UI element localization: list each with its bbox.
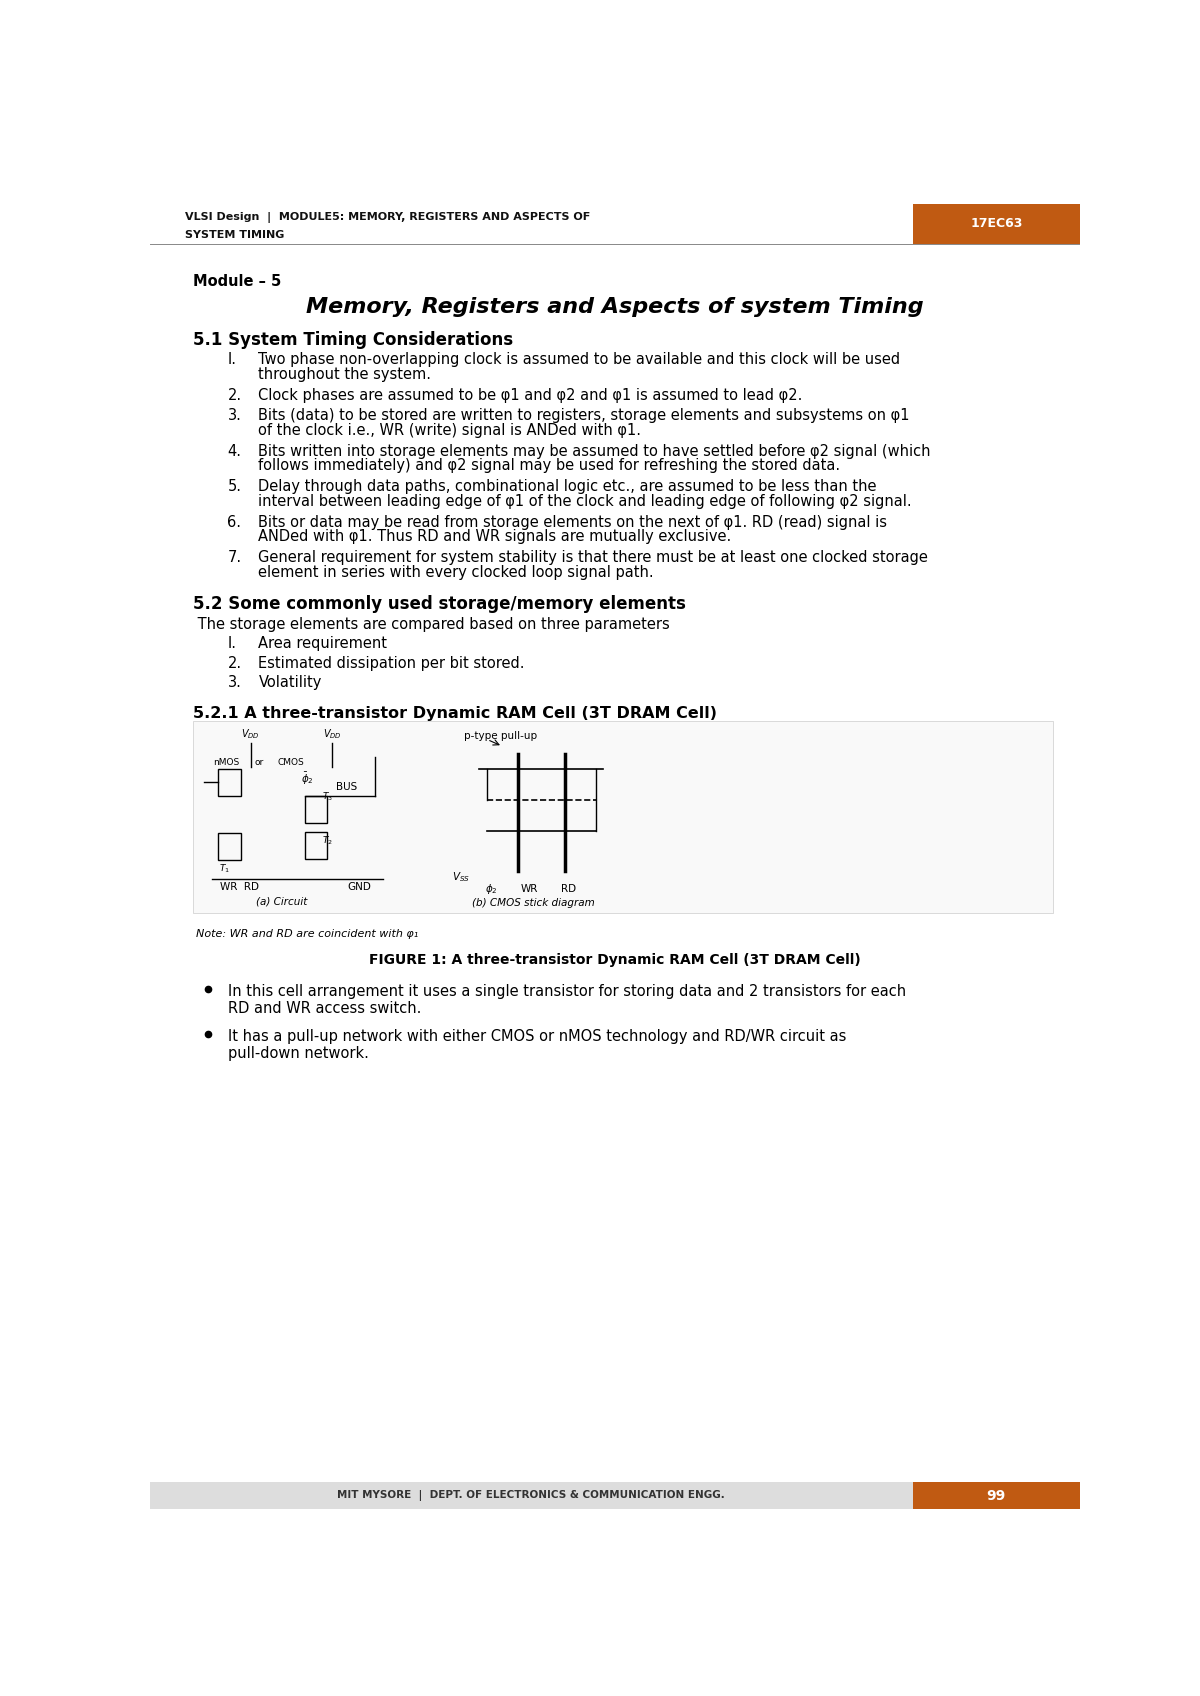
Text: 5.1 System Timing Considerations: 5.1 System Timing Considerations [193, 331, 512, 349]
Text: Area requirement: Area requirement [258, 636, 388, 651]
Text: 7.: 7. [228, 550, 241, 565]
Text: Clock phases are assumed to be φ1 and φ2 and φ1 is assumed to lead φ2.: Clock phases are assumed to be φ1 and φ2… [258, 388, 803, 402]
Text: Two phase non-overlapping clock is assumed to be available and this clock will b: Two phase non-overlapping clock is assum… [258, 353, 901, 366]
Text: RD and WR access switch.: RD and WR access switch. [228, 1001, 421, 1016]
Text: ANDed with φ1. Thus RD and WR signals are mutually exclusive.: ANDed with φ1. Thus RD and WR signals ar… [258, 529, 732, 544]
Text: $T_1$: $T_1$ [218, 862, 230, 875]
Text: I.: I. [228, 353, 236, 366]
Text: 3.: 3. [228, 409, 241, 424]
Bar [305, 795, 326, 823]
Text: $T_3$: $T_3$ [322, 790, 334, 802]
Text: $T_2$: $T_2$ [322, 834, 332, 846]
Text: 5.2 Some commonly used storage/memory elements: 5.2 Some commonly used storage/memory el… [193, 595, 685, 614]
Text: VLSI Design  |  MODULE5: MEMORY, REGISTERS AND ASPECTS OF: VLSI Design | MODULE5: MEMORY, REGISTERS… [185, 212, 590, 224]
Text: I.: I. [228, 636, 236, 651]
Text: element in series with every clocked loop signal path.: element in series with every clocked loo… [258, 565, 654, 580]
Text: nMOS: nMOS [214, 758, 240, 767]
Text: MIT MYSORE  |  DEPT. OF ELECTRONICS & COMMUNICATION ENGG.: MIT MYSORE | DEPT. OF ELECTRONICS & COMM… [337, 1491, 725, 1501]
Text: $V_{DD}$: $V_{DD}$ [323, 728, 342, 741]
Text: 2.: 2. [228, 656, 241, 670]
Text: 6.: 6. [228, 514, 241, 529]
Text: pull-down network.: pull-down network. [228, 1046, 370, 1062]
Bar [218, 768, 241, 795]
Text: FIGURE 1: A three-transistor Dynamic RAM Cell (3T DRAM Cell): FIGURE 1: A three-transistor Dynamic RAM… [370, 953, 860, 967]
Text: Estimated dissipation per bit stored.: Estimated dissipation per bit stored. [258, 656, 526, 670]
Text: Delay through data paths, combinational logic etc., are assumed to be less than : Delay through data paths, combinational … [258, 480, 877, 494]
Text: Memory, Registers and Aspects of system Timing: Memory, Registers and Aspects of system … [306, 297, 924, 317]
Text: The storage elements are compared based on three parameters: The storage elements are compared based … [193, 617, 670, 633]
Text: p-type pull-up: p-type pull-up [464, 731, 538, 741]
Text: of the clock i.e., WR (write) signal is ANDed with φ1.: of the clock i.e., WR (write) signal is … [258, 422, 642, 438]
Text: $V_{SS}$: $V_{SS}$ [452, 870, 470, 884]
Text: CMOS: CMOS [278, 758, 305, 767]
Text: 17EC63: 17EC63 [970, 217, 1022, 231]
Text: Volatility: Volatility [258, 675, 322, 690]
Bar [913, 204, 1080, 244]
Text: Module – 5: Module – 5 [193, 275, 281, 290]
Text: General requirement for system stability is that there must be at least one cloc: General requirement for system stability… [258, 550, 929, 565]
Text: 2.: 2. [228, 388, 241, 402]
Bar [150, 204, 913, 244]
Text: Bits (data) to be stored are written to registers, storage elements and subsyste: Bits (data) to be stored are written to … [258, 409, 910, 424]
Text: 4.: 4. [228, 444, 241, 458]
Text: $\bar{\phi}_2$: $\bar{\phi}_2$ [301, 770, 314, 787]
Text: 5.: 5. [228, 480, 241, 494]
Text: follows immediately) and φ2 signal may be used for refreshing the stored data.: follows immediately) and φ2 signal may b… [258, 458, 841, 473]
Text: WR: WR [521, 884, 539, 894]
Bar [305, 831, 326, 858]
Text: GND: GND [348, 882, 372, 892]
Bar [913, 1482, 1080, 1509]
Text: interval between leading edge of φ1 of the clock and leading edge of following φ: interval between leading edge of φ1 of t… [258, 494, 912, 509]
Text: SYSTEM TIMING: SYSTEM TIMING [185, 229, 284, 239]
Text: throughout the system.: throughout the system. [258, 366, 432, 382]
Text: $V_{DD}$: $V_{DD}$ [241, 728, 260, 741]
Text: (a) Circuit: (a) Circuit [256, 895, 307, 906]
Text: (b) CMOS stick diagram: (b) CMOS stick diagram [473, 897, 595, 907]
Text: BUS: BUS [336, 782, 358, 792]
Text: 3.: 3. [228, 675, 241, 690]
Text: 99: 99 [986, 1489, 1006, 1503]
Text: RD: RD [560, 884, 576, 894]
Text: It has a pull-up network with either CMOS or nMOS technology and RD/WR circuit a: It has a pull-up network with either CMO… [228, 1029, 847, 1045]
Text: Bits written into storage elements may be assumed to have settled before φ2 sign: Bits written into storage elements may b… [258, 444, 931, 458]
Text: or: or [254, 758, 264, 767]
Text: Bits or data may be read from storage elements on the next of φ1. RD (read) sign: Bits or data may be read from storage el… [258, 514, 888, 529]
Text: 5.2.1 A three-transistor Dynamic RAM Cell (3T DRAM Cell): 5.2.1 A three-transistor Dynamic RAM Cel… [193, 706, 716, 721]
Bar [193, 721, 1052, 914]
Bar [150, 1482, 913, 1509]
Text: Note: WR and RD are coincident with φ₁: Note: WR and RD are coincident with φ₁ [197, 929, 419, 940]
Bar [218, 833, 241, 860]
Text: In this cell arrangement it uses a single transistor for storing data and 2 tran: In this cell arrangement it uses a singl… [228, 984, 906, 999]
Text: $\phi_2$: $\phi_2$ [485, 882, 497, 895]
Text: WR  RD: WR RD [220, 882, 259, 892]
